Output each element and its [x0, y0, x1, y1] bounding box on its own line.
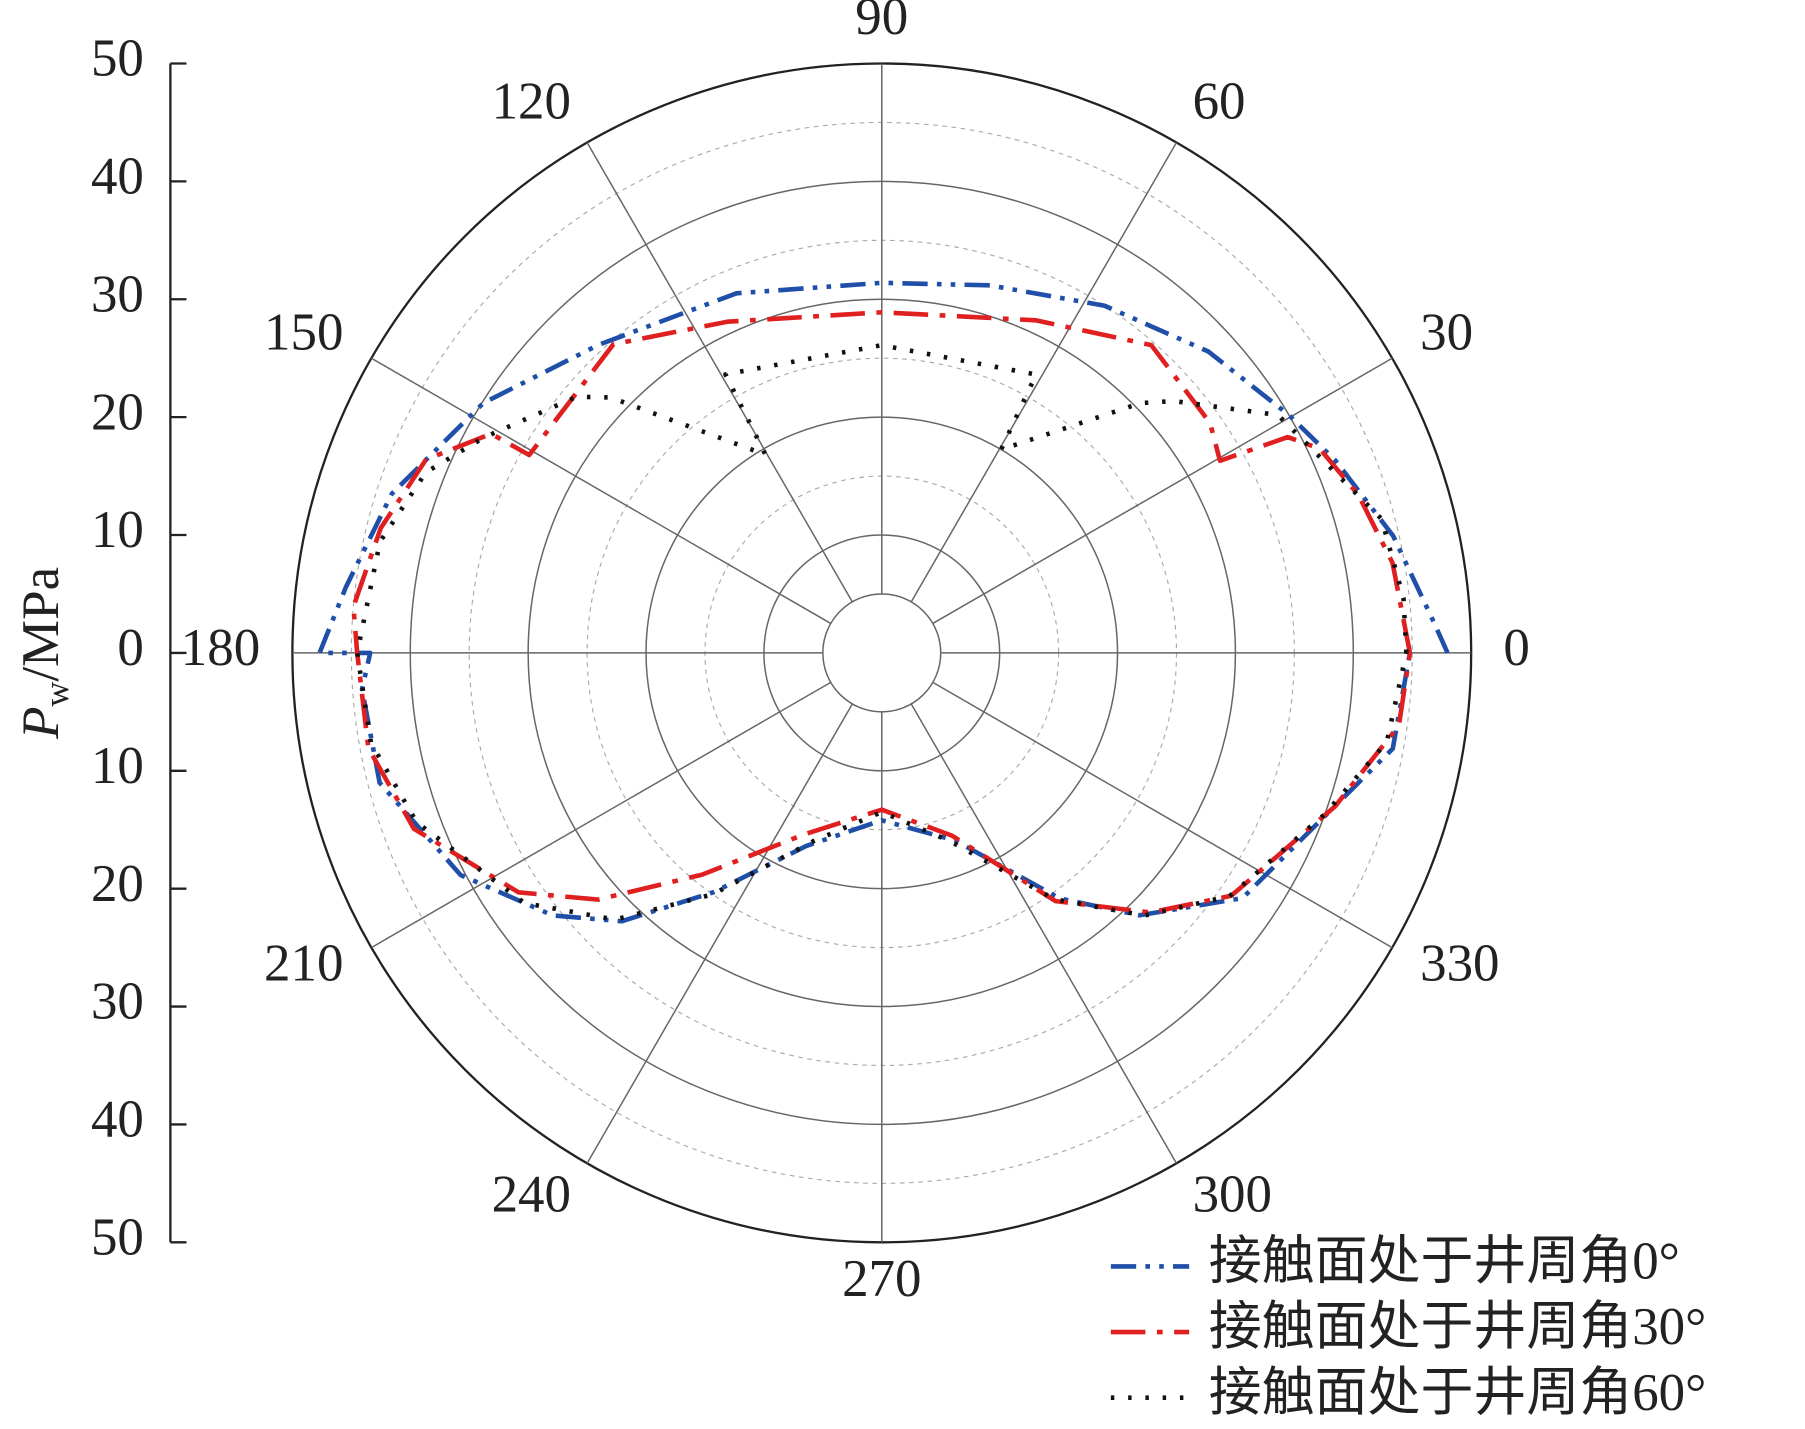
r-tick-label: 40 — [91, 1091, 144, 1149]
legend-label: 接触面处于井周角30° — [1209, 1298, 1707, 1356]
y-label-unit: /MPa — [12, 567, 70, 682]
theta-tick-label: 150 — [264, 304, 343, 362]
r-tick-label: 30 — [91, 265, 144, 323]
theta-tick-label: 330 — [1420, 934, 1499, 992]
spoke — [932, 681, 1393, 949]
r-tick-label: 50 — [91, 1208, 144, 1266]
legend-label: 接触面处于井周角60° — [1209, 1364, 1707, 1422]
series-line — [351, 309, 1413, 915]
theta-tick-label: 180 — [181, 619, 260, 677]
theta-tick-label: 300 — [1193, 1165, 1272, 1223]
y-label-subscript: w — [38, 682, 76, 707]
r-tick-label: 30 — [91, 973, 144, 1031]
y-axis-label: Pw/MPa — [12, 567, 76, 740]
r-tick-label: 10 — [91, 501, 144, 559]
r-tick-label: 40 — [91, 148, 144, 206]
r-tick-label: 20 — [91, 855, 144, 913]
y-label-symbol: P — [12, 707, 70, 740]
theta-tick-label: 240 — [492, 1165, 571, 1223]
r-tick-label: 10 — [91, 737, 144, 795]
spoke — [370, 357, 832, 625]
r-tick-label: 20 — [91, 383, 144, 441]
center-hole — [822, 593, 942, 713]
theta-tick-label: 90 — [855, 0, 908, 46]
theta-tick-label: 210 — [264, 934, 343, 992]
spoke — [586, 703, 853, 1164]
r-tick-label: 50 — [91, 30, 144, 88]
spoke — [370, 681, 832, 949]
theta-tick-label: 60 — [1193, 73, 1246, 131]
theta-tick-label: 30 — [1420, 304, 1473, 362]
legend-label: 接触面处于井周角0° — [1209, 1233, 1680, 1291]
spoke — [910, 703, 1178, 1164]
theta-tick-label: 270 — [842, 1250, 921, 1308]
spoke — [910, 142, 1178, 603]
theta-tick-label: 120 — [492, 73, 571, 131]
legend: 接触面处于井周角0° 接触面处于井周角30° 接触面处于井周角60° — [1110, 1233, 1707, 1422]
r-tick-label: 0 — [117, 619, 143, 677]
spoke — [932, 357, 1393, 625]
theta-tick-label: 0 — [1503, 619, 1529, 677]
spoke — [586, 142, 853, 603]
series-line — [317, 280, 1450, 924]
